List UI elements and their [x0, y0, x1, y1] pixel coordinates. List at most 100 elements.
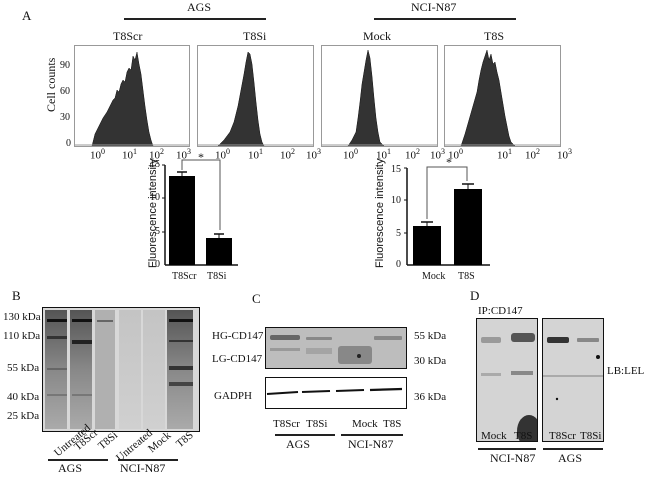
xtick-exp: 1: [387, 147, 391, 156]
xtick-exp: 0: [459, 147, 463, 156]
xtick-exp: 2: [536, 147, 540, 156]
bar-ytick-5: 5: [396, 228, 401, 239]
xtick-base: 10: [306, 149, 317, 162]
xtick-base: 10: [430, 149, 441, 162]
label-30kda: 30 kDa: [414, 355, 447, 367]
bar-ytick-10: 10: [391, 195, 401, 206]
xtick-exp: 2: [160, 147, 164, 156]
xtick-base: 10: [90, 149, 101, 162]
histogram-title-t8si: T8Si: [243, 29, 267, 43]
marker-110: 110 kDa: [3, 330, 41, 342]
panel-letter-d: D: [470, 288, 480, 303]
group-line-b-nci: [118, 459, 178, 461]
histogram-mock: [321, 45, 438, 147]
lane-c-t8si: T8Si: [306, 418, 328, 430]
group-label-d-ags: AGS: [558, 451, 583, 465]
group-line-c-nci: [341, 434, 403, 436]
xtick-exp: 2: [416, 147, 420, 156]
xtick-base: 10: [405, 149, 416, 162]
xtick-exp: 3: [317, 147, 321, 156]
blot-d-left: [476, 318, 538, 442]
bar-chart-ags: [162, 159, 238, 266]
bar-ylabel-ags: Fluorescence intensity: [147, 158, 159, 268]
panel-letter-a: A: [22, 8, 32, 23]
group-line-c-ags: [275, 434, 335, 436]
label-gadph: GADPH: [214, 390, 252, 402]
group-label-b-nci: NCI-N87: [120, 461, 166, 475]
group-label-d-nci: NCI-N87: [490, 451, 536, 465]
xtick-exp: 0: [354, 147, 358, 156]
ytick-0: 0: [66, 138, 71, 149]
lane-d-t8si: T8Si: [580, 430, 602, 442]
ip-label: IP:CD147: [478, 305, 523, 317]
xtick-base: 10: [215, 149, 226, 162]
marker-25: 25 kDa: [7, 410, 40, 422]
marker-55: 55 kDa: [7, 362, 40, 374]
bar-chart-nci: [404, 166, 490, 266]
xtick-exp: 1: [133, 147, 137, 156]
bar-ytick-15: 15: [391, 164, 401, 175]
blot-cd147: [265, 327, 407, 369]
xtick-base: 10: [122, 149, 133, 162]
significance-star-ags: *: [198, 150, 204, 164]
xtick-base: 10: [248, 149, 259, 162]
xtick-base: 10: [557, 149, 568, 162]
bar-ytick-5: 5: [155, 226, 160, 237]
lane-c-t8s: T8S: [383, 418, 402, 430]
xtick-base: 10: [343, 149, 354, 162]
group-label-b-ags: AGS: [58, 461, 83, 475]
xtick-base: 10: [448, 149, 459, 162]
group-line-b-ags: [48, 459, 108, 461]
xtick-exp: 0: [101, 147, 105, 156]
xtick-exp: 3: [568, 147, 572, 156]
label-lg-cd147: LG-CD147: [212, 353, 263, 365]
bar-xlabel-t8scr: T8Scr: [172, 271, 197, 282]
group-line-d-ags: [543, 448, 603, 450]
bar-ytick-0: 0: [396, 259, 401, 270]
ytick-30: 30: [60, 112, 70, 123]
xtick-base: 10: [376, 149, 387, 162]
lb-label: LB:LEL: [607, 365, 645, 377]
histogram-t8si: [197, 45, 314, 147]
ytick-90: 90: [60, 60, 70, 71]
xtick-exp: 1: [259, 147, 263, 156]
group-line-ags: [124, 18, 266, 20]
lane-c-mock: Mock: [352, 418, 378, 430]
ytick-60: 60: [60, 86, 70, 97]
bar-ylabel-nci: Fluorescence intensity: [374, 158, 386, 268]
bar-xlabel-t8si: T8Si: [207, 271, 227, 282]
xtick-base: 10: [280, 149, 291, 162]
lane-d-mock: Mock: [481, 430, 507, 442]
xtick-base: 10: [525, 149, 536, 162]
bar-ytick-10: 10: [150, 192, 160, 203]
lane-d-t8scr: T8Scr: [549, 430, 576, 442]
group-line-d-nci: [478, 448, 536, 450]
histogram-t8s: [444, 45, 561, 147]
histogram-ylabel: Cell counts: [44, 57, 58, 112]
western-blot-b: [42, 307, 200, 432]
bar-ytick-0: 0: [155, 259, 160, 270]
bar-ytick-15: 15: [150, 159, 160, 170]
bar-xlabel-t8s: T8S: [458, 271, 475, 282]
group-label-nci: NCI-N87: [411, 0, 457, 14]
lane-t8si: T8Si: [96, 429, 121, 453]
group-label-ags: AGS: [187, 0, 212, 14]
lane-d-t8s: T8S: [514, 430, 533, 442]
marker-130: 130 kDa: [3, 311, 41, 323]
histogram-title-t8s: T8S: [484, 29, 505, 43]
marker-40: 40 kDa: [7, 391, 40, 403]
xtick-exp: 3: [441, 147, 445, 156]
histogram-title-t8scr: T8Scr: [113, 29, 143, 43]
lane-c-t8scr: T8Scr: [273, 418, 300, 430]
blot-d-right: [542, 318, 604, 442]
label-55kda: 55 kDa: [414, 330, 447, 342]
xtick-exp: 3: [187, 147, 191, 156]
group-label-c-nci: NCI-N87: [348, 437, 394, 451]
label-hg-cd147: HG-CD147: [212, 330, 264, 342]
label-36kda: 36 kDa: [414, 391, 447, 403]
lane-t8s: T8S: [174, 429, 196, 451]
blot-gadph: [265, 377, 407, 409]
histogram-t8scr: [74, 45, 190, 147]
panel-letter-c: C: [252, 291, 261, 306]
xtick-base: 10: [497, 149, 508, 162]
